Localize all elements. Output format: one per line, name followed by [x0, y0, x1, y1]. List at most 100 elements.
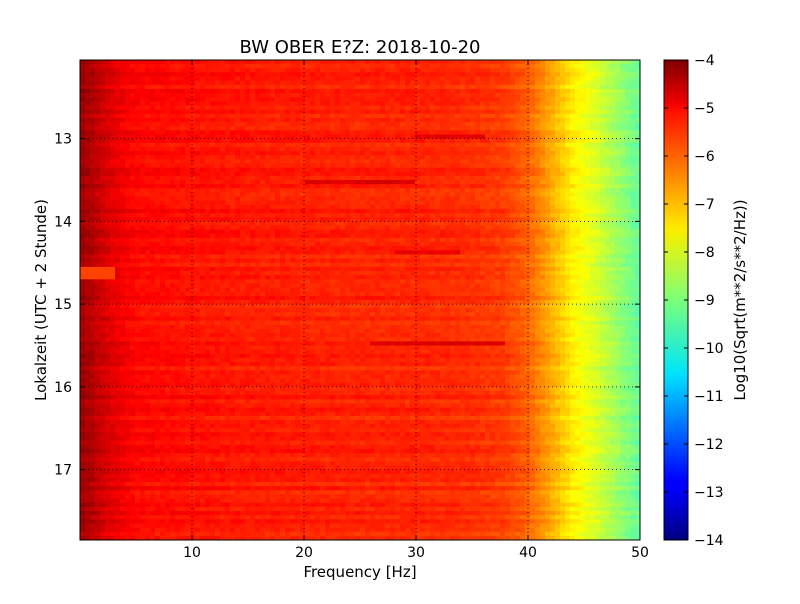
heatmap-cell	[225, 105, 231, 111]
heatmap-cell	[205, 155, 211, 160]
heatmap-cell	[620, 117, 626, 123]
heatmap-cell	[450, 60, 456, 65]
heatmap-cell	[80, 163, 86, 169]
heatmap-cell	[435, 60, 441, 65]
heatmap-cell	[195, 134, 201, 140]
heatmap-cell	[460, 142, 466, 148]
heatmap-cell	[275, 64, 281, 69]
heatmap-cell	[440, 155, 446, 160]
heatmap-cell	[295, 80, 301, 86]
heatmap-cell	[165, 88, 171, 94]
heatmap-cell	[225, 101, 231, 107]
heatmap-cell	[580, 180, 586, 185]
heatmap-cell	[375, 192, 381, 198]
heatmap-cell	[245, 88, 251, 94]
heatmap-cell	[165, 208, 171, 214]
heatmap-cell	[550, 97, 556, 102]
heatmap-cell	[245, 159, 251, 165]
heatmap-cell	[515, 217, 521, 222]
heatmap-cell	[395, 155, 401, 160]
heatmap-cell	[265, 88, 271, 94]
heatmap-cell	[140, 101, 146, 107]
heatmap-cell	[400, 196, 406, 202]
heatmap-cell	[370, 213, 376, 218]
heatmap-cell	[605, 80, 611, 86]
heatmap-cell	[205, 113, 211, 119]
heatmap-cell	[470, 93, 476, 98]
heatmap-cell	[170, 184, 176, 189]
heatmap-cell	[575, 138, 581, 144]
heatmap-cell	[610, 221, 616, 227]
heatmap-cell	[345, 60, 351, 65]
heatmap-cell	[615, 229, 621, 235]
heatmap-cell	[365, 84, 371, 90]
heatmap-cell	[405, 242, 411, 247]
heatmap-cell	[310, 142, 316, 148]
heatmap-cell	[425, 105, 431, 111]
heatmap-cell	[585, 184, 591, 189]
heatmap-cell	[385, 72, 391, 78]
heatmap-cell	[135, 237, 141, 243]
heatmap-cell	[180, 76, 186, 82]
heatmap-cell	[200, 142, 206, 148]
heatmap-cell	[395, 93, 401, 98]
heatmap-cell	[425, 237, 431, 243]
heatmap-cell	[205, 213, 211, 218]
heatmap-cell	[215, 68, 221, 74]
heatmap-cell	[355, 146, 361, 152]
heatmap-cell	[515, 171, 521, 177]
heatmap-cell	[295, 229, 301, 235]
heatmap-cell	[270, 113, 276, 119]
heatmap-cell	[155, 200, 161, 206]
heatmap-cell	[430, 229, 436, 235]
heatmap-cell	[190, 213, 196, 218]
heatmap-cell	[570, 184, 576, 189]
heatmap-cell	[355, 167, 361, 173]
heatmap-cell	[510, 208, 516, 214]
heatmap-cell	[355, 76, 361, 82]
heatmap-cell	[470, 233, 476, 239]
heatmap-cell	[190, 180, 196, 185]
heatmap-cell	[345, 109, 351, 115]
heatmap-cell	[550, 167, 556, 173]
heatmap-cell	[100, 217, 106, 222]
heatmap-cell	[480, 117, 486, 123]
heatmap-cell	[610, 175, 616, 181]
heatmap-cell	[480, 237, 486, 243]
heatmap-cell	[265, 142, 271, 148]
heatmap-cell	[140, 237, 146, 243]
heatmap-cell	[340, 229, 346, 235]
heatmap-cell	[590, 171, 596, 177]
heatmap-cell	[400, 213, 406, 218]
heatmap-cell	[250, 146, 256, 152]
heatmap-cell	[175, 180, 181, 185]
heatmap-cell	[180, 217, 186, 222]
heatmap-cell	[370, 134, 376, 140]
heatmap-cell	[235, 76, 241, 82]
heatmap-cell	[525, 68, 531, 74]
heatmap-cell	[610, 208, 616, 214]
heatmap-cell	[555, 188, 561, 194]
heatmap-cell	[260, 97, 266, 102]
heatmap-cell	[265, 242, 271, 247]
heatmap-cell	[330, 225, 336, 231]
heatmap-cell	[350, 76, 356, 82]
heatmap-cell	[435, 208, 441, 214]
heatmap-cell	[355, 204, 361, 210]
heatmap-cell	[625, 167, 631, 173]
heatmap-cell	[495, 167, 501, 173]
heatmap-cell	[125, 163, 131, 169]
heatmap-cell	[150, 105, 156, 111]
heatmap-cell	[220, 184, 226, 189]
heatmap-cell	[395, 72, 401, 78]
heatmap-cell	[520, 180, 526, 185]
heatmap-cell	[245, 84, 251, 90]
heatmap-cell	[540, 130, 546, 136]
heatmap-cell	[590, 134, 596, 140]
heatmap-cell	[550, 159, 556, 165]
heatmap-cell	[530, 84, 536, 90]
heatmap-cell	[485, 60, 491, 65]
heatmap-cell	[515, 126, 521, 131]
heatmap-cell	[460, 76, 466, 82]
heatmap-cell	[265, 97, 271, 102]
